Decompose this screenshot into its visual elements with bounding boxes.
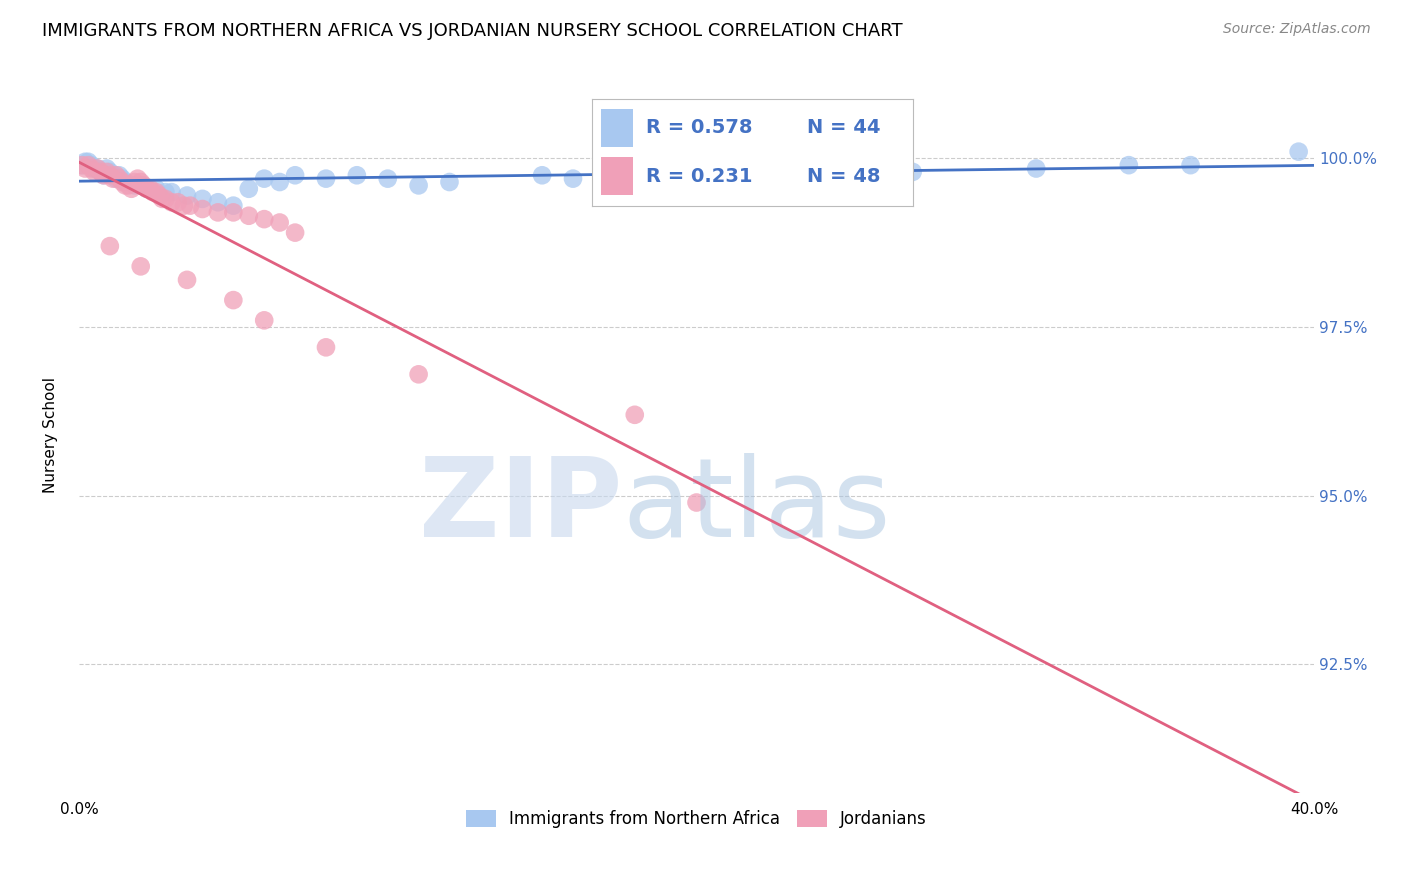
Point [623, 408, 645, 422]
Point [114, 178, 136, 193]
Point [839, 168, 862, 182]
Point [150, 192, 173, 206]
Point [685, 165, 707, 179]
Point [1288, 145, 1310, 159]
Point [253, 212, 276, 227]
Point [114, 175, 136, 189]
Point [90, 165, 112, 179]
Point [108, 171, 131, 186]
Point [80, 158, 103, 172]
Point [135, 182, 157, 196]
Point [408, 368, 430, 382]
Point [75, 161, 97, 176]
Point [531, 168, 554, 182]
Point [77, 158, 100, 172]
Point [166, 195, 188, 210]
Point [207, 205, 229, 219]
Point [101, 168, 124, 182]
Point [93, 168, 115, 182]
Point [129, 175, 152, 189]
Point [562, 171, 585, 186]
Point [129, 260, 152, 274]
Point [284, 168, 307, 182]
Point [96, 165, 118, 179]
Point [139, 182, 162, 196]
Point [222, 293, 245, 307]
Point [148, 188, 170, 202]
Point [124, 178, 146, 193]
Point [222, 205, 245, 219]
Point [132, 178, 155, 193]
Point [173, 199, 195, 213]
Point [747, 161, 769, 176]
Point [127, 171, 149, 186]
Point [176, 273, 198, 287]
Point [155, 185, 177, 199]
Point [191, 192, 214, 206]
Point [191, 202, 214, 216]
Point [83, 165, 105, 179]
Point [207, 195, 229, 210]
Point [98, 168, 121, 182]
Point [1180, 158, 1202, 172]
Point [145, 182, 167, 196]
Point [111, 175, 134, 189]
Point [439, 175, 461, 189]
Point [93, 168, 115, 182]
Point [96, 161, 118, 176]
Point [101, 171, 124, 186]
Point [105, 171, 128, 186]
Text: IMMIGRANTS FROM NORTHERN AFRICA VS JORDANIAN NURSERY SCHOOL CORRELATION CHART: IMMIGRANTS FROM NORTHERN AFRICA VS JORDA… [42, 22, 903, 40]
Point [129, 178, 152, 193]
Point [346, 168, 368, 182]
Y-axis label: Nursery School: Nursery School [44, 377, 58, 493]
Point [155, 192, 177, 206]
Text: ZIP: ZIP [419, 453, 623, 560]
Point [70, 158, 93, 172]
Point [238, 182, 260, 196]
Point [111, 171, 134, 186]
Point [98, 165, 121, 179]
Point [135, 182, 157, 196]
Text: Source: ZipAtlas.com: Source: ZipAtlas.com [1223, 22, 1371, 37]
Text: atlas: atlas [623, 453, 891, 560]
Point [315, 171, 337, 186]
Point [75, 154, 97, 169]
Point [176, 188, 198, 202]
Point [142, 185, 165, 199]
Point [222, 199, 245, 213]
Point [80, 161, 103, 176]
Point [269, 215, 291, 229]
Point [77, 154, 100, 169]
Point [685, 495, 707, 509]
Point [1025, 161, 1047, 176]
Point [124, 175, 146, 189]
Point [238, 209, 260, 223]
Point [160, 195, 183, 210]
Point [90, 165, 112, 179]
Point [901, 165, 924, 179]
Legend: Immigrants from Northern Africa, Jordanians: Immigrants from Northern Africa, Jordani… [460, 803, 934, 834]
Point [117, 178, 139, 193]
Point [145, 185, 167, 199]
Point [83, 161, 105, 176]
Point [284, 226, 307, 240]
Point [1118, 158, 1140, 172]
Point [377, 171, 399, 186]
Point [120, 182, 142, 196]
Point [70, 158, 93, 172]
Point [108, 168, 131, 182]
Point [86, 161, 108, 176]
Point [269, 175, 291, 189]
Point [315, 340, 337, 354]
Point [179, 199, 201, 213]
Point [105, 168, 128, 182]
Point [98, 239, 121, 253]
Point [160, 185, 183, 199]
Point [86, 161, 108, 176]
Point [408, 178, 430, 193]
Point [253, 313, 276, 327]
Point [253, 171, 276, 186]
